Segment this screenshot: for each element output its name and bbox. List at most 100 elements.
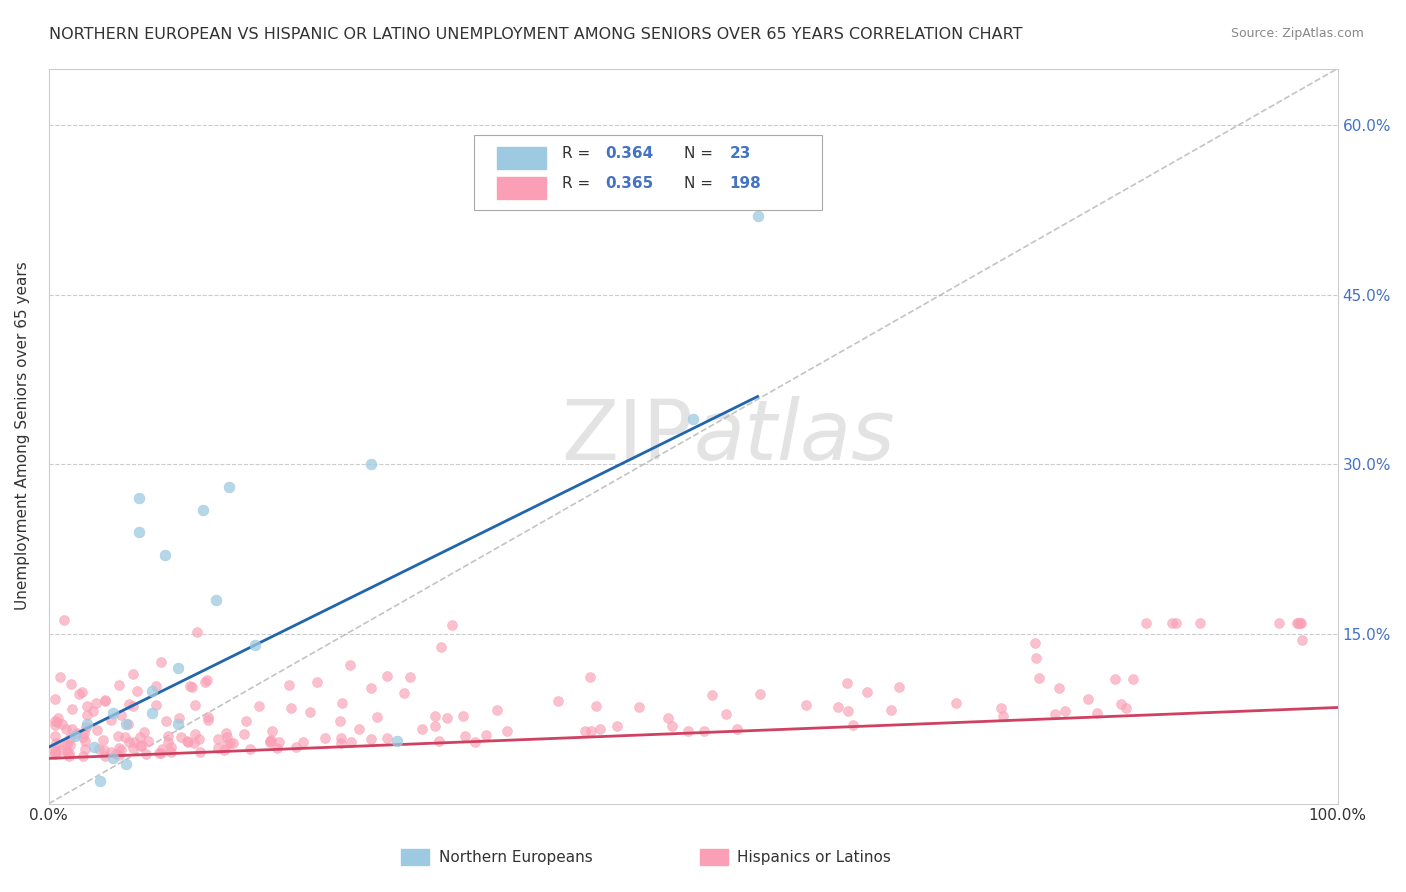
Point <box>1289 615 1312 630</box>
Point <box>1028 671 1050 685</box>
Text: 0.365: 0.365 <box>606 177 654 192</box>
Point <box>340 735 363 749</box>
Point <box>1053 704 1076 718</box>
Point <box>212 742 235 756</box>
Point <box>94 693 117 707</box>
Point <box>150 656 173 670</box>
Point <box>75 720 97 734</box>
Point <box>115 757 138 772</box>
Point <box>330 731 353 745</box>
Point <box>83 740 105 755</box>
Point <box>134 747 156 761</box>
Point <box>222 737 245 751</box>
Point <box>122 666 145 681</box>
Point <box>195 673 218 687</box>
Point <box>76 708 98 723</box>
Point <box>205 593 228 607</box>
Point <box>360 681 382 696</box>
Point <box>579 670 602 684</box>
Point <box>215 725 238 739</box>
Point <box>55 737 77 751</box>
Point <box>166 717 188 731</box>
Point <box>94 748 117 763</box>
Point <box>44 718 66 732</box>
Point <box>110 708 132 723</box>
Point <box>1087 706 1109 721</box>
Point <box>661 719 683 733</box>
Text: N =: N = <box>685 145 718 161</box>
Point <box>129 731 152 745</box>
Point <box>122 740 145 755</box>
Point <box>107 729 129 743</box>
Point <box>76 717 98 731</box>
Point <box>217 731 239 745</box>
Point <box>44 691 66 706</box>
Point <box>55 722 77 736</box>
Point <box>177 734 200 748</box>
Point <box>339 657 361 672</box>
Point <box>132 724 155 739</box>
Point <box>59 738 82 752</box>
Text: Hispanics or Latinos: Hispanics or Latinos <box>737 850 890 864</box>
Point <box>360 731 382 746</box>
Point <box>125 684 148 698</box>
Point <box>56 745 79 759</box>
Point <box>149 746 172 760</box>
Point <box>657 711 679 725</box>
Point <box>1122 672 1144 686</box>
Point <box>284 740 307 755</box>
Point <box>148 747 170 761</box>
Point <box>93 694 115 708</box>
Text: 0.364: 0.364 <box>606 145 654 161</box>
Point <box>128 525 150 540</box>
Point <box>329 714 352 728</box>
Point <box>292 735 315 749</box>
Point <box>179 679 201 693</box>
Point <box>58 746 80 760</box>
Point <box>53 738 76 752</box>
Point <box>207 740 229 755</box>
Point <box>1188 615 1211 630</box>
Point <box>108 747 131 762</box>
Point <box>394 686 416 700</box>
Text: 23: 23 <box>730 145 751 161</box>
Point <box>427 734 450 748</box>
Point <box>748 687 770 701</box>
Point <box>1286 615 1309 630</box>
Point <box>1268 615 1291 630</box>
Point <box>157 729 180 743</box>
Point <box>160 739 183 754</box>
Point <box>157 735 180 749</box>
Point <box>155 714 177 728</box>
Point <box>188 745 211 759</box>
Point <box>59 677 82 691</box>
Point <box>59 731 82 745</box>
Point <box>176 734 198 748</box>
Point <box>280 701 302 715</box>
Point <box>110 743 132 757</box>
Point <box>451 708 474 723</box>
Point <box>423 719 446 733</box>
Point <box>67 687 90 701</box>
Point <box>235 714 257 728</box>
Point <box>486 703 509 717</box>
Point <box>1109 698 1132 712</box>
Point <box>53 613 76 627</box>
Point <box>128 739 150 753</box>
Point <box>1104 672 1126 686</box>
Point <box>89 774 111 789</box>
Point <box>194 675 217 690</box>
Point <box>589 723 612 737</box>
Point <box>115 717 138 731</box>
Point <box>990 701 1012 715</box>
Point <box>440 617 463 632</box>
Point <box>45 736 67 750</box>
Point <box>141 683 163 698</box>
Point <box>218 480 240 494</box>
Point <box>682 412 704 426</box>
Point <box>880 703 903 717</box>
Point <box>136 734 159 748</box>
Point <box>547 693 569 707</box>
Point <box>197 713 219 727</box>
Point <box>1025 651 1047 665</box>
